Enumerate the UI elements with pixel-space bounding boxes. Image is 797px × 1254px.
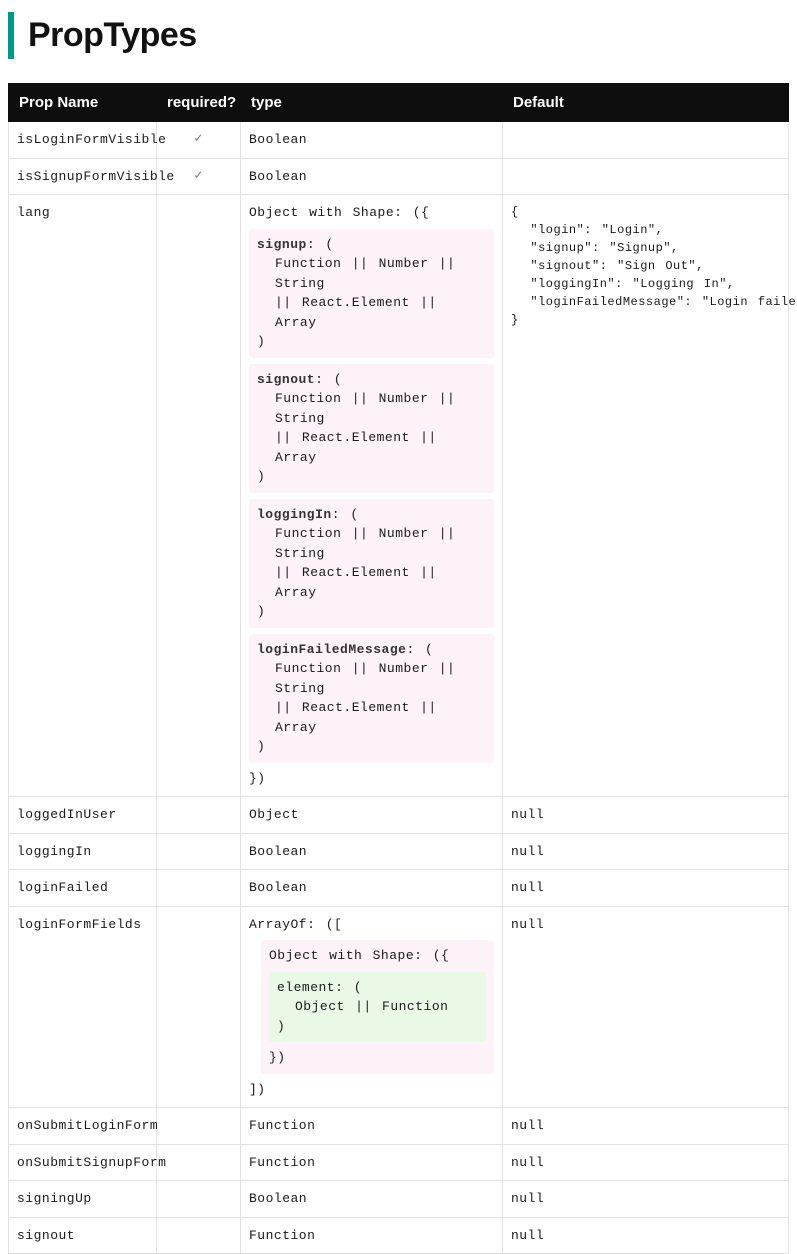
- type-cell: Boolean: [241, 1181, 503, 1218]
- shape-union-line: Function || Number || String: [257, 389, 486, 428]
- proptypes-table: Prop Name required? type Default isLogin…: [8, 83, 789, 1254]
- shape-entry-signout: signout: ( Function || Number || String …: [249, 364, 494, 493]
- shape-entry-loginfailedmessage: loginFailedMessage: ( Function || Number…: [249, 634, 494, 763]
- inner-shape-open: Object with Shape: ({: [269, 946, 486, 966]
- check-icon: ✓: [193, 168, 203, 182]
- table-row: loggingIn Boolean null: [9, 833, 789, 870]
- shape-open: Object with Shape: ({: [249, 203, 494, 223]
- shape-union-line: || React.Element || Array: [257, 563, 486, 602]
- shape-key: signup: [257, 237, 307, 252]
- type-cell: Object with Shape: ({ signup: ( Function…: [241, 195, 503, 797]
- col-default: Default: [503, 84, 789, 122]
- shape-key: loginFailedMessage: [257, 642, 406, 657]
- prop-name-cell: lang: [9, 195, 157, 797]
- type-cell: Boolean: [241, 122, 503, 159]
- type-cell: Boolean: [241, 833, 503, 870]
- table-row: loggedInUser Object null: [9, 797, 789, 834]
- default-cell: null: [503, 1217, 789, 1254]
- element-union: Object || Function: [277, 997, 478, 1017]
- required-cell: [157, 1217, 241, 1254]
- shape-union-line: Function || Number || String: [257, 254, 486, 293]
- inner-shape-close: }): [269, 1048, 486, 1068]
- shape-union-line: || React.Element || Array: [257, 428, 486, 467]
- type-cell: Object: [241, 797, 503, 834]
- shape-key: signout: [257, 372, 315, 387]
- shape-entry-loggingin: loggingIn: ( Function || Number || Strin…: [249, 499, 494, 628]
- type-cell: Function: [241, 1108, 503, 1145]
- inner-shape-box: Object with Shape: ({ element: ( Object …: [261, 940, 494, 1074]
- default-cell: { "login": "Login", "signup": "Signup", …: [503, 195, 789, 797]
- required-cell: [157, 1181, 241, 1218]
- default-cell: null: [503, 833, 789, 870]
- table-row: loginFormFields ArrayOf: ([ Object with …: [9, 906, 789, 1108]
- default-cell: null: [503, 870, 789, 907]
- default-cell: [503, 122, 789, 159]
- type-cell: Boolean: [241, 870, 503, 907]
- prop-name-cell: loggedInUser: [9, 797, 157, 834]
- shape-union-line: || React.Element || Array: [257, 698, 486, 737]
- table-row: onSubmitLoginForm Function null: [9, 1108, 789, 1145]
- required-cell: [157, 1108, 241, 1145]
- col-prop-name: Prop Name: [9, 84, 157, 122]
- arrayof-open: ArrayOf: ([: [249, 915, 494, 935]
- required-cell: [157, 195, 241, 797]
- type-cell: ArrayOf: ([ Object with Shape: ({ elemen…: [241, 906, 503, 1108]
- prop-name-cell: isSignupFormVisible: [9, 158, 157, 195]
- table-row: isLoginFormVisible ✓ Boolean: [9, 122, 789, 159]
- shape-entry-element: element: ( Object || Function ): [269, 972, 486, 1043]
- table-row: signout Function null: [9, 1217, 789, 1254]
- table-row: onSubmitSignupForm Function null: [9, 1144, 789, 1181]
- lang-default-json: { "login": "Login", "signup": "Signup", …: [511, 203, 780, 329]
- required-cell: [157, 1144, 241, 1181]
- required-cell: [157, 833, 241, 870]
- shape-close: }): [249, 769, 494, 789]
- table-header: Prop Name required? type Default: [9, 84, 789, 122]
- page-title: PropTypes: [28, 16, 797, 55]
- shape-entry-signup: signup: ( Function || Number || String |…: [249, 229, 494, 358]
- required-cell: [157, 906, 241, 1108]
- table-row: signingUp Boolean null: [9, 1181, 789, 1218]
- required-cell: [157, 870, 241, 907]
- prop-name-cell: signingUp: [9, 1181, 157, 1218]
- prop-name-cell: onSubmitLoginForm: [9, 1108, 157, 1145]
- arrayof-close: ]): [249, 1080, 494, 1100]
- required-cell: ✓: [157, 122, 241, 159]
- type-cell: Function: [241, 1217, 503, 1254]
- shape-union-line: || React.Element || Array: [257, 293, 486, 332]
- type-cell: Function: [241, 1144, 503, 1181]
- required-cell: [157, 797, 241, 834]
- shape-union-line: Function || Number || String: [257, 659, 486, 698]
- shape-union-line: Function || Number || String: [257, 524, 486, 563]
- table-row: loginFailed Boolean null: [9, 870, 789, 907]
- prop-name-cell: loggingIn: [9, 833, 157, 870]
- table-row: isSignupFormVisible ✓ Boolean: [9, 158, 789, 195]
- col-type: type: [241, 84, 503, 122]
- type-cell: Boolean: [241, 158, 503, 195]
- prop-name-cell: loginFailed: [9, 870, 157, 907]
- default-cell: null: [503, 1144, 789, 1181]
- check-icon: ✓: [193, 131, 203, 145]
- prop-name-cell: loginFormFields: [9, 906, 157, 1108]
- shape-key: loggingIn: [257, 507, 332, 522]
- default-cell: null: [503, 906, 789, 1108]
- table-row: lang Object with Shape: ({ signup: ( Fun…: [9, 195, 789, 797]
- default-cell: null: [503, 1108, 789, 1145]
- prop-name-cell: signout: [9, 1217, 157, 1254]
- col-required: required?: [157, 84, 241, 122]
- shape-key: element: [277, 980, 335, 995]
- default-cell: null: [503, 1181, 789, 1218]
- title-container: PropTypes: [8, 12, 797, 59]
- default-cell: null: [503, 797, 789, 834]
- default-cell: [503, 158, 789, 195]
- prop-name-cell: onSubmitSignupForm: [9, 1144, 157, 1181]
- prop-name-cell: isLoginFormVisible: [9, 122, 157, 159]
